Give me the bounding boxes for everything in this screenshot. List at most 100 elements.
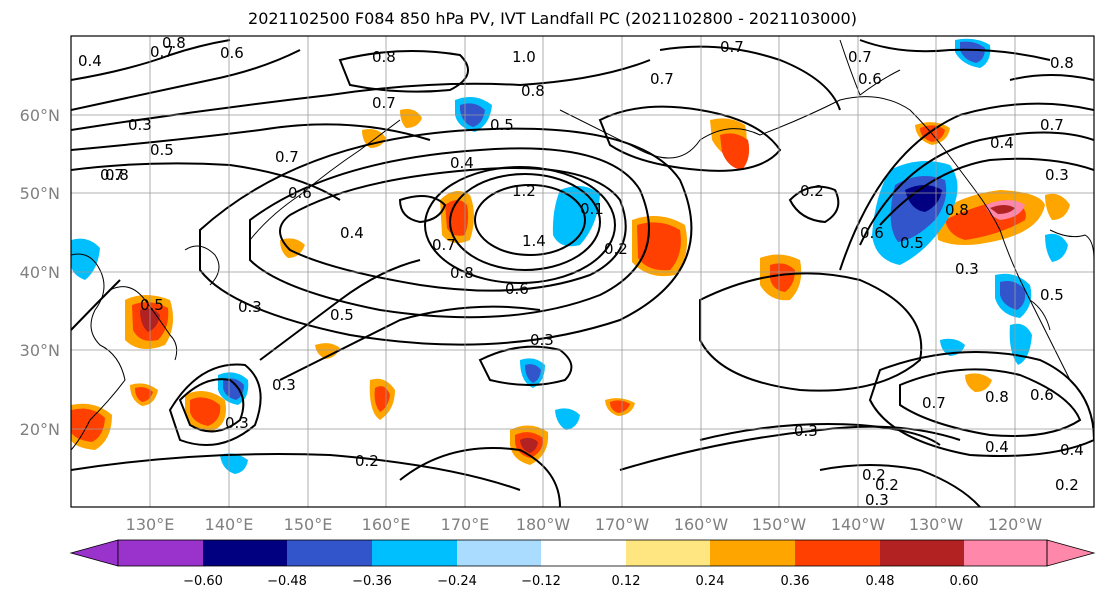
contour-label: 0.1 (580, 200, 604, 218)
map-frame (70, 35, 1095, 508)
colorbar-tick: 0.12 (612, 574, 641, 589)
contour-label: 0.8 (372, 48, 396, 66)
lon-label: 130°W (909, 515, 964, 534)
latitude-labels: 60°N 50°N 40°N 30°N 20°N (20, 106, 60, 439)
contour-label: 0.4 (78, 52, 102, 70)
contour-label: 0.6 (860, 224, 884, 242)
lat-label: 50°N (20, 184, 60, 203)
lon-label: 140°W (831, 515, 886, 534)
colorbar-tick: −0.24 (437, 574, 477, 589)
colorbar-tick: 0.48 (866, 574, 895, 589)
contour-label: 0.3 (225, 414, 249, 432)
colorbar-segment (710, 540, 795, 566)
contour-label: 0.5 (140, 296, 164, 314)
contour-label: 0.4 (985, 438, 1009, 456)
contour-label: 0.7 (848, 48, 872, 66)
contour-label: 0.3 (865, 491, 889, 509)
lon-label: 180°W (516, 515, 571, 534)
colorbar-segment (118, 540, 203, 566)
contour-label: 0.5 (900, 234, 924, 252)
contour-label: 0.6 (505, 280, 529, 298)
contour-label: 0.6 (288, 184, 312, 202)
lon-label: 160°W (674, 515, 729, 534)
contour-label: 0.3 (128, 116, 152, 134)
colorbar-tick: −0.48 (267, 574, 307, 589)
contour-labels: 0.4 0.8 0.7 0.6 0.8 1.0 0.8 0.7 0.7 0.6 … (78, 34, 1084, 509)
contour-label: 0.6 (220, 44, 244, 62)
contour-label: 0.7 (720, 38, 744, 56)
colorbar-segment (372, 540, 457, 566)
lat-label: 30°N (20, 341, 60, 360)
contour-label: 0.2 (875, 476, 899, 494)
contour-label: 0.8 (105, 166, 129, 184)
contour-label: 0.6 (858, 70, 882, 88)
contour-label: 0.7 (150, 43, 174, 61)
contour-label: 0.6 (1030, 386, 1054, 404)
contour-label: 0.4 (450, 154, 474, 172)
contour-label: 0.8 (521, 82, 545, 100)
contour-label: 0.2 (800, 182, 824, 200)
contour-label: 0.3 (955, 260, 979, 278)
colorbar-segment (880, 540, 964, 566)
colorbar-tick: 0.36 (781, 574, 810, 589)
map-area (71, 36, 1094, 507)
colorbar-segment (287, 540, 372, 566)
contour-label: 0.5 (1040, 286, 1064, 304)
lat-label: 60°N (20, 106, 60, 125)
lon-label: 150°W (752, 515, 807, 534)
lon-label: 150°E (284, 515, 333, 534)
colorbar-extend-min (69, 539, 119, 567)
colorbar-segment (626, 540, 710, 566)
contour-label: 0.3 (1045, 166, 1069, 184)
lon-label: 170°E (441, 515, 490, 534)
contour-label: 1.4 (522, 232, 546, 250)
lat-label: 20°N (20, 420, 60, 439)
contour-label: 0.2 (862, 466, 886, 484)
contour-label: 0.7 (650, 70, 674, 88)
contour-label: 0.7 (1040, 116, 1064, 134)
colorbar-tick: 0.24 (696, 574, 725, 589)
contour-label: 0.3 (238, 298, 262, 316)
colorbar: −0.60 −0.48 −0.36 −0.24 −0.12 0.12 0.24 … (69, 539, 1096, 589)
contour-label: 0.7 (275, 148, 299, 166)
contour-label: 0.3 (794, 422, 818, 440)
map-title: 2021102500 F084 850 hPa PV, IVT Landfall… (248, 9, 857, 28)
colorbar-outline (117, 539, 1048, 567)
contour-label: 0.8 (985, 388, 1009, 406)
pv-contours (71, 39, 1094, 507)
lat-label: 40°N (20, 263, 60, 282)
colorbar-tick: −0.60 (183, 574, 223, 589)
colorbar-tick: −0.12 (521, 574, 561, 589)
colorbar-segment (795, 540, 880, 566)
contour-label: 0.4 (1060, 441, 1084, 459)
contour-label: 0.8 (162, 34, 186, 52)
contour-label: 0.8 (945, 201, 969, 219)
colorbar-tick: 0.60 (950, 574, 979, 589)
colorbar-segment (541, 540, 626, 566)
longitude-labels: 130°E 140°E 150°E 160°E 170°E 180°W 170°… (126, 515, 1043, 534)
contour-label: 0.7 (372, 94, 396, 112)
contour-label: 0.3 (272, 376, 296, 394)
shaded-anomalies (71, 38, 1070, 474)
colorbar-segment (203, 540, 287, 566)
contour-label: 0.8 (1050, 54, 1074, 72)
contour-label: 0.7 (922, 394, 946, 412)
contour-label: 0.5 (150, 141, 174, 159)
contour-label: 0.2 (604, 240, 628, 258)
contour-label: 0.4 (340, 224, 364, 242)
contour-label: 0.2 (1055, 476, 1079, 494)
contour-label: 0.4 (990, 134, 1014, 152)
lon-label: 130°E (126, 515, 175, 534)
contour-label: 1.2 (512, 182, 536, 200)
lon-label: 170°W (595, 515, 650, 534)
colorbar-tick: −0.36 (352, 574, 392, 589)
graticule (71, 36, 1094, 507)
contour-label: 1.0 (512, 48, 536, 66)
colorbar-segment (964, 540, 1047, 566)
contour-label: 0.5 (490, 116, 514, 134)
contour-label: 0.7 (100, 166, 124, 184)
contour-label: 0.5 (330, 306, 354, 324)
lon-label: 160°E (362, 515, 411, 534)
lon-label: 120°W (988, 515, 1043, 534)
